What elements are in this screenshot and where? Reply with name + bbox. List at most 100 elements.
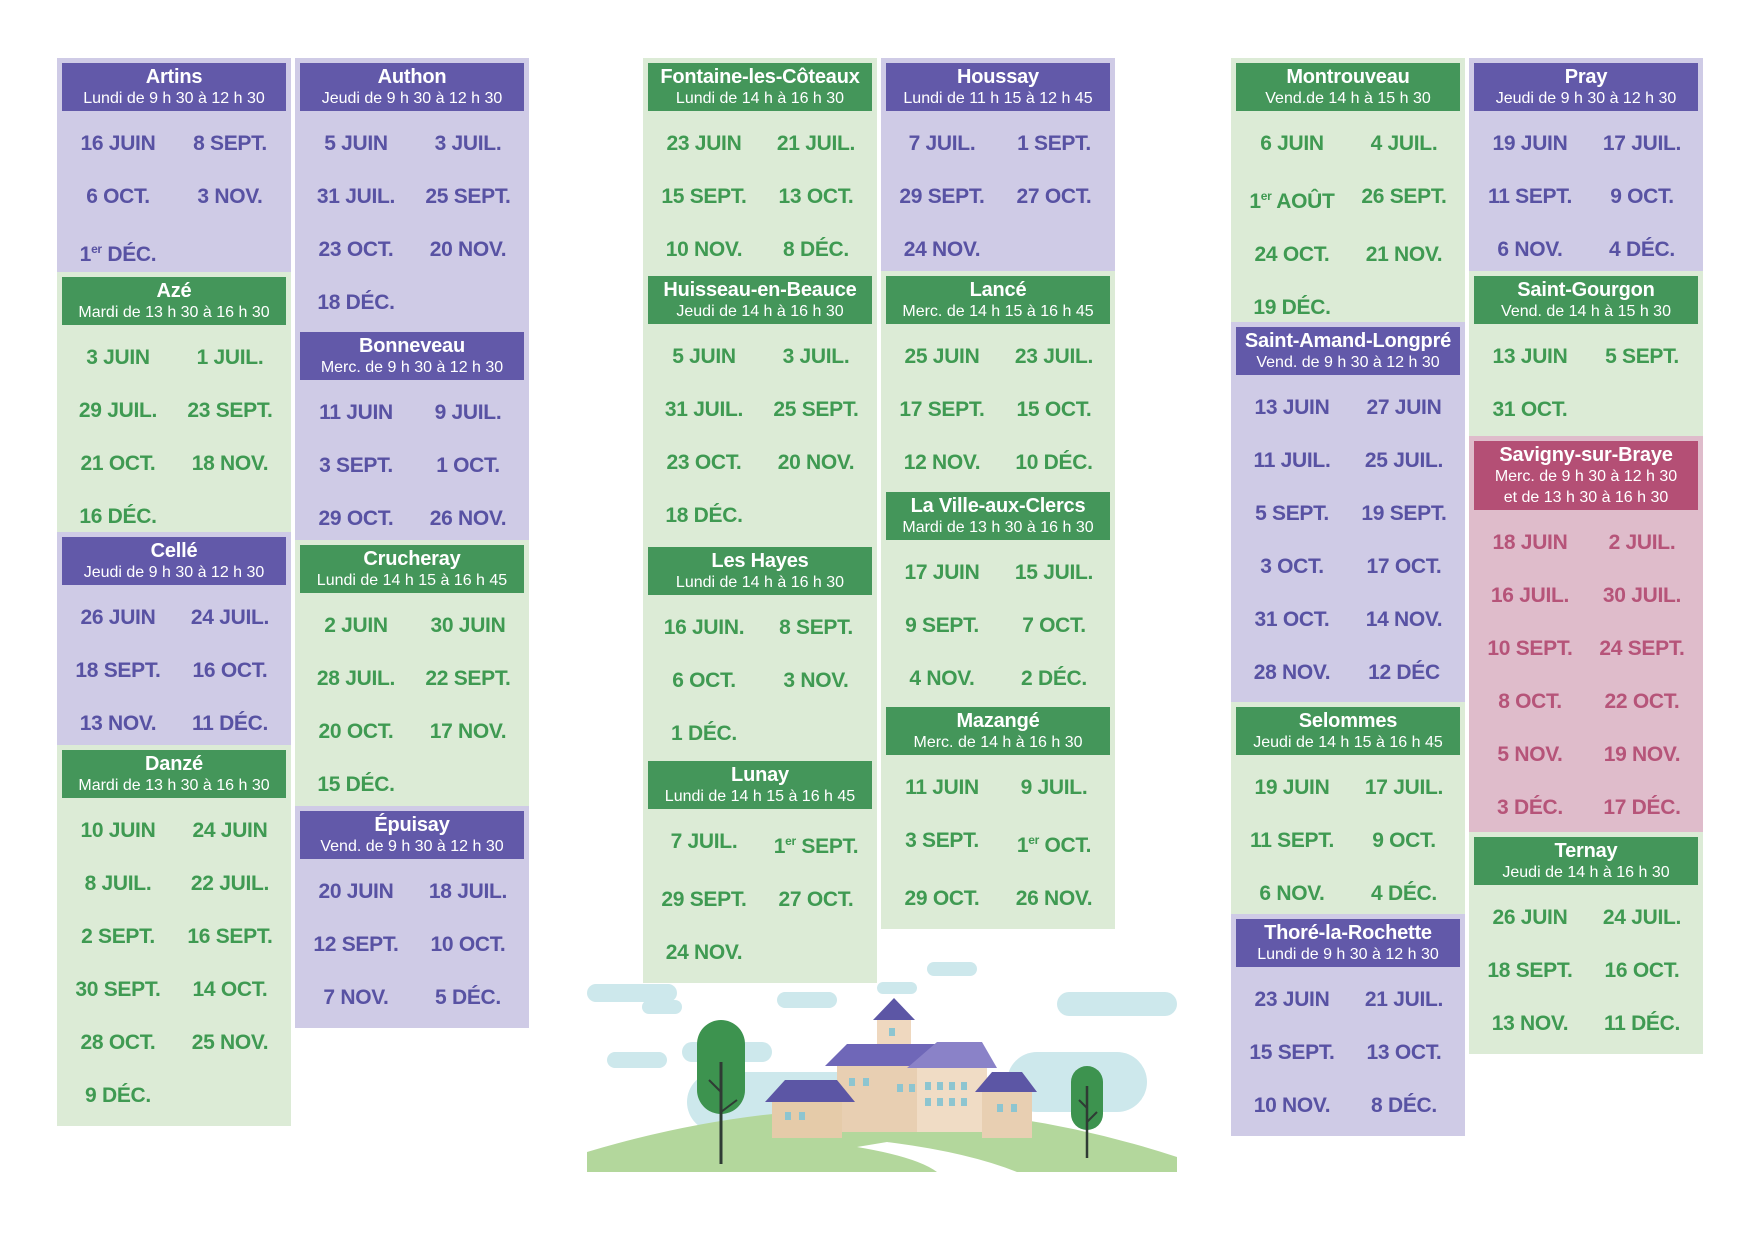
collection-date: 20 JUIN	[318, 880, 394, 903]
commune-name: Danzé	[145, 753, 203, 775]
collection-date: 26 NOV.	[429, 507, 507, 530]
commune-schedule: Lundi de 11 h 15 à 12 h 45	[903, 90, 1093, 107]
commune-card-leshayes: Les Hayes Lundi de 14 h à 16 h 30 16 JUIN.…	[643, 542, 877, 764]
collection-date: 14 NOV.	[1365, 608, 1443, 631]
collection-date: 8 SEPT.	[193, 132, 267, 155]
date-grid: 13 JUIN 5 SEPT. 31 OCT.	[1474, 324, 1698, 440]
commune-schedule: Jeudi de 9 h 30 à 12 h 30	[1495, 90, 1677, 107]
collection-date: 8 JUIL.	[84, 872, 152, 895]
collection-date: 25 NOV.	[191, 1031, 269, 1054]
collection-date: 23 JUIN	[1254, 988, 1330, 1011]
collection-date: 7 JUIL.	[670, 830, 738, 853]
collection-date: 1 SEPT.	[1017, 132, 1091, 155]
commune-header: Lunay Lundi de 14 h 15 à 16 h 45	[648, 761, 872, 809]
commune-schedule: Merc. de 9 h 30 à 12 h 30	[320, 359, 504, 376]
commune-header: Artins Lundi de 9 h 30 à 12 h 30	[62, 63, 286, 111]
collection-date: 30 JUIL.	[1602, 584, 1682, 607]
commune-name: Huisseau-en-Beauce	[663, 279, 857, 301]
collection-date: 10 NOV.	[665, 238, 743, 261]
commune-name: Saint-Amand-Longpré	[1244, 330, 1452, 352]
collection-date: 5 DÉC.	[435, 986, 501, 1009]
collection-date: 4 JUIL.	[1370, 132, 1438, 155]
date-grid: 19 JUIN 17 JUIL. 11 SEPT. 9 OCT. 6 NOV. 4 DÉC…	[1236, 755, 1460, 924]
collection-date: 29 OCT.	[318, 507, 394, 530]
collection-date: 13 JUIN	[1492, 345, 1568, 368]
commune-schedule: Lundi de 14 h 15 à 16 h 45	[664, 788, 856, 805]
collection-date: 29 OCT.	[904, 887, 980, 910]
commune-name: Lunay	[731, 764, 789, 786]
collection-date: 15 SEPT.	[1249, 1041, 1335, 1064]
commune-schedule: Mardi de 13 h 30 à 16 h 30	[78, 304, 270, 321]
collection-date: 19 SEPT.	[1361, 502, 1447, 525]
date-grid: 19 JUIN 17 JUIL. 11 SEPT. 9 OCT. 6 NOV. 4 DÉC…	[1474, 111, 1698, 280]
commune-card-saintamand: Saint-Amand-Longpré Vend. de 9 h 30 à 12 …	[1231, 322, 1465, 703]
commune-schedule: Vend. de 14 h à 15 h 30	[1501, 303, 1671, 320]
collection-date: 5 NOV.	[1497, 743, 1563, 766]
commune-schedule: Vend. de 9 h 30 à 12 h 30	[320, 838, 504, 855]
collection-date: 16 JUIL.	[1490, 584, 1570, 607]
date-grid: 16 JUIN 8 SEPT. 6 OCT. 3 NOV. 1er DÉC.	[62, 111, 286, 285]
collection-date: 27 OCT.	[1016, 185, 1092, 208]
collection-date: 13 NOV.	[79, 712, 157, 735]
collection-date: 22 OCT.	[1604, 690, 1680, 713]
collection-date: 11 DÉC.	[1603, 1012, 1681, 1035]
commune-card-danze: Danzé Mardi de 13 h 30 à 16 h 30 10 JUIN 24…	[57, 745, 291, 1126]
collection-date: 3 NOV.	[197, 185, 263, 208]
commune-name: Crucheray	[363, 548, 461, 570]
collection-date: 4 DÉC.	[1609, 238, 1675, 261]
commune-header: Mazangé Merc. de 14 h à 16 h 30	[886, 707, 1110, 755]
collection-date: 28 NOV.	[1253, 661, 1331, 684]
commune-schedule: Vend. de 9 h 30 à 12 h 30	[1256, 354, 1440, 371]
commune-schedule: Jeudi de 14 h 15 à 16 h 45	[1253, 734, 1443, 751]
commune-header: Saint-Amand-Longpré Vend. de 9 h 30 à 12 …	[1236, 327, 1460, 375]
collection-date: 8 SEPT.	[779, 616, 853, 639]
collection-date: 3 JUIL.	[434, 132, 502, 155]
collection-date: 18 JUIL.	[428, 880, 508, 903]
collection-date: 2 SEPT.	[81, 925, 155, 948]
collection-date: 21 JUIL.	[1364, 988, 1444, 1011]
commune-header: Azé Mardi de 13 h 30 à 16 h 30	[62, 277, 286, 325]
collection-date: 1er AOÛT	[1249, 189, 1335, 213]
commune-header: Huisseau-en-Beauce Jeudi de 14 h à 16 h 3…	[648, 276, 872, 324]
collection-date: 6 NOV.	[1259, 882, 1325, 905]
collection-date: 10 SEPT.	[1487, 637, 1573, 660]
collection-date: 6 NOV.	[1497, 238, 1563, 261]
tree-left-icon	[697, 1020, 745, 1164]
collection-date: 4 NOV.	[909, 667, 975, 690]
collection-date: 6 OCT.	[672, 669, 736, 692]
commune-name: Pray	[1564, 66, 1608, 88]
collection-date: 24 JUIL.	[1602, 906, 1682, 929]
collection-date: 30 SEPT.	[75, 978, 161, 1001]
commune-header: Selommes Jeudi de 14 h 15 à 16 h 45	[1236, 707, 1460, 755]
collection-date: 8 OCT.	[1498, 690, 1562, 713]
collection-date: 28 JUIL.	[316, 667, 396, 690]
collection-date: 10 OCT.	[430, 933, 506, 956]
commune-header: Danzé Mardi de 13 h 30 à 16 h 30	[62, 750, 286, 798]
collection-date: 23 SEPT.	[187, 399, 273, 422]
commune-card-houssay: Houssay Lundi de 11 h 15 à 12 h 45 7 JUIL.…	[881, 58, 1115, 280]
collection-date: 16 OCT.	[192, 659, 268, 682]
commune-header: Les Hayes Lundi de 14 h à 16 h 30	[648, 547, 872, 595]
collection-date: 29 SEPT.	[661, 888, 747, 911]
commune-card-artins: Artins Lundi de 9 h 30 à 12 h 30 16 JUIN 8 …	[57, 58, 291, 285]
commune-schedule: Lundi de 14 h à 16 h 30	[675, 90, 845, 107]
commune-name: Montrouveau	[1286, 66, 1410, 88]
commune-name: Lancé	[969, 279, 1027, 301]
collection-date: 9 DÉC.	[85, 1084, 151, 1107]
collection-date: 30 JUIN	[430, 614, 506, 637]
collection-date: 20 OCT.	[318, 720, 394, 743]
collection-date: 16 JUIN.	[663, 616, 745, 639]
collection-date: 15 DÉC.	[317, 773, 395, 796]
commune-card-saintgourgon: Saint-Gourgon Vend. de 14 h à 15 h 30 13 J…	[1469, 271, 1703, 440]
commune-name: Cellé	[150, 540, 198, 562]
collection-date: 31 JUIL.	[664, 398, 744, 421]
commune-schedule: Merc. de 14 h à 16 h 30	[913, 734, 1083, 751]
collection-date: 24 JUIL.	[190, 606, 270, 629]
commune-card-mazange: Mazangé Merc. de 14 h à 16 h 30 11 JUIN 9 J…	[881, 702, 1115, 929]
date-grid: 20 JUIN 18 JUIL. 12 SEPT. 10 OCT. 7 NOV. 5 DÉ…	[300, 859, 524, 1028]
collection-date: 7 OCT.	[1022, 614, 1086, 637]
commune-header: Savigny-sur-Braye Merc. de 9 h 30 à 12 h …	[1474, 441, 1698, 510]
collection-date: 14 OCT.	[192, 978, 268, 1001]
commune-name: Savigny-sur-Braye	[1499, 444, 1673, 466]
collection-date: 19 DÉC.	[1253, 296, 1331, 319]
